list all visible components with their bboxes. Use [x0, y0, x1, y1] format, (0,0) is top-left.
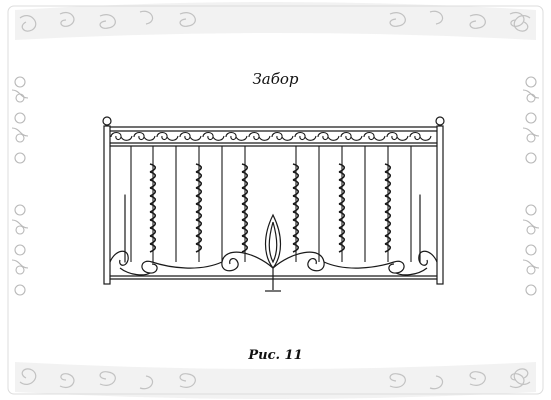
scroll-ornament	[110, 131, 133, 141]
scroll-ornament	[363, 131, 386, 141]
scroll-ornament	[409, 131, 432, 141]
twisted-bar-detail	[195, 163, 203, 253]
document-title: Забор	[252, 70, 299, 88]
scroll-ornament	[294, 131, 317, 141]
figure-caption: Рис. 11	[248, 348, 303, 363]
twisted-bar-detail	[149, 163, 157, 253]
scroll-ornament	[156, 131, 179, 141]
scroll-ornament	[133, 131, 156, 141]
scroll-ornament	[340, 131, 363, 141]
scroll-ornament	[225, 131, 248, 141]
scroll-ornament	[386, 131, 409, 141]
scroll-ornament	[317, 131, 340, 141]
twisted-bar-detail	[241, 163, 249, 253]
twisted-bar-detail	[338, 163, 346, 253]
scroll-ornament	[248, 131, 271, 141]
twisted-bar-detail	[384, 163, 392, 253]
twisted-bar-detail	[292, 163, 300, 253]
scroll-ornament	[202, 131, 225, 141]
scroll-ornament	[179, 131, 202, 141]
scroll-ornament	[271, 131, 294, 141]
